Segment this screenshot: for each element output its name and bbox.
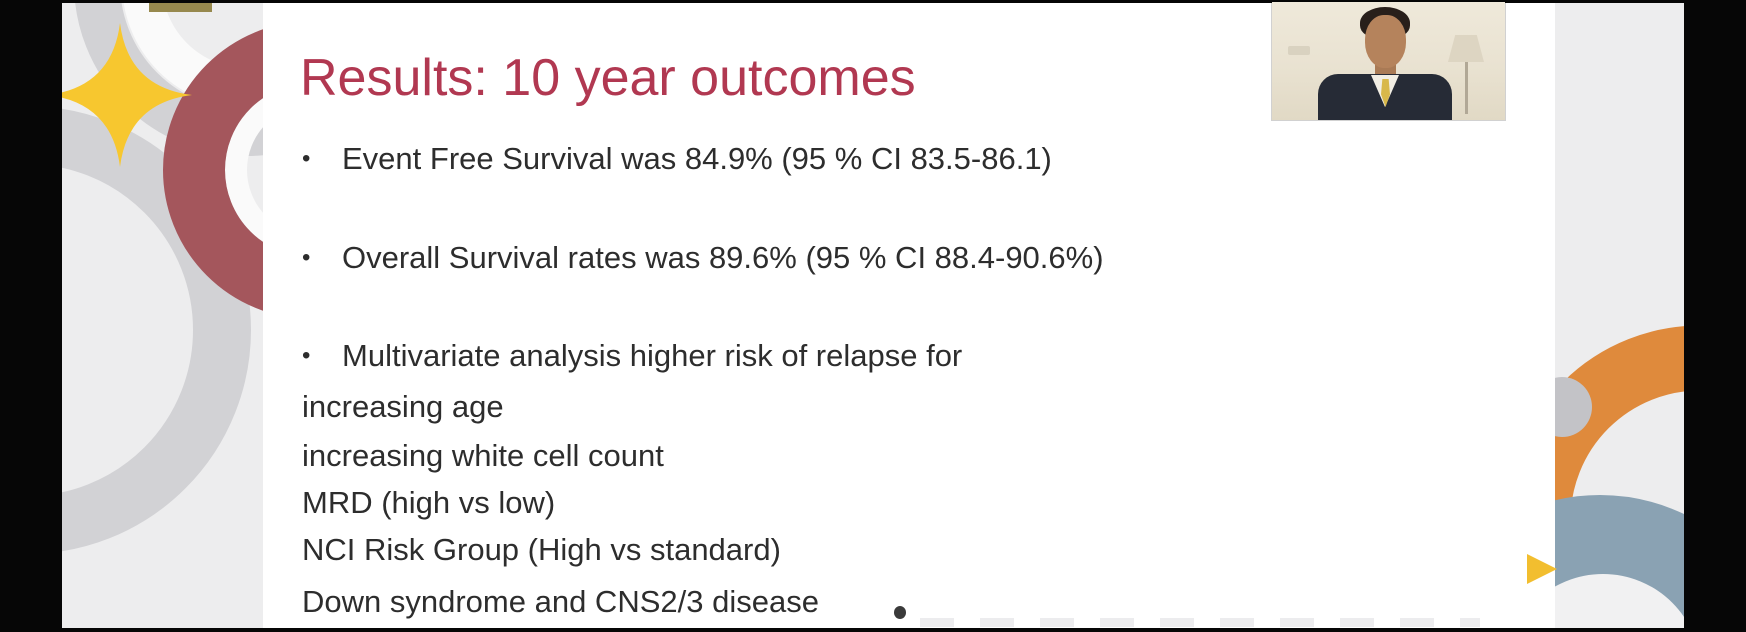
bullet-item: • Multivariate analysis higher risk of re… bbox=[302, 337, 962, 375]
bullet-continuation-line: NCI Risk Group (High vs standard) bbox=[302, 532, 781, 567]
bullet-item: • Overall Survival rates was 89.6% (95 % … bbox=[302, 239, 1104, 277]
bullet-item: • Event Free Survival was 84.9% (95 % CI … bbox=[302, 140, 1052, 178]
wall-plate bbox=[1288, 46, 1310, 55]
bullet-continuation-line: MRD (high vs low) bbox=[302, 485, 556, 520]
lamp-icon bbox=[1448, 35, 1484, 62]
speaker-webcam-video bbox=[1272, 2, 1505, 120]
cutoff-text-row bbox=[920, 618, 1480, 627]
left-decoration-circles bbox=[62, 3, 263, 628]
lamp-pole bbox=[1465, 62, 1468, 114]
bullet-text: Event Free Survival was 84.9% (95 % CI 8… bbox=[342, 141, 1052, 176]
speaker-face bbox=[1365, 15, 1406, 68]
bullet-text: Overall Survival rates was 89.6% (95 % C… bbox=[342, 240, 1104, 275]
speaker-tie bbox=[1381, 79, 1390, 107]
bullet-continuation-line: Down syndrome and CNS2/3 disease bbox=[302, 584, 819, 619]
bullet-text: Multivariate analysis higher risk of rel… bbox=[342, 338, 963, 373]
cutoff-text-fragment bbox=[894, 606, 906, 619]
bullet-marker: • bbox=[302, 244, 311, 271]
bullet-marker: • bbox=[302, 342, 311, 369]
bullet-continuation-line: increasing age bbox=[302, 389, 504, 424]
bullet-continuation-line: increasing white cell count bbox=[302, 438, 664, 473]
yellow-triangle-decoration bbox=[1527, 554, 1557, 584]
bullet-marker: • bbox=[302, 145, 311, 172]
slide-title: Results: 10 year outcomes bbox=[300, 49, 916, 107]
right-decoration-circles bbox=[1555, 3, 1684, 628]
